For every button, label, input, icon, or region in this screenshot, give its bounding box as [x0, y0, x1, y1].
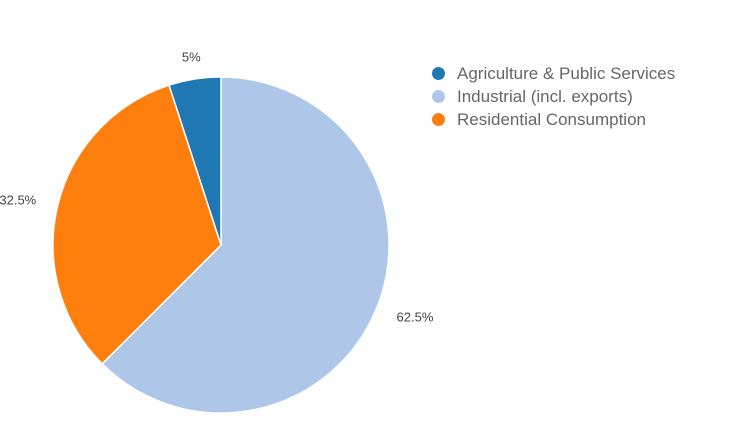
- chart-legend: Agriculture & Public Services Industrial…: [432, 62, 675, 131]
- pie-slice-industrial: [101, 76, 390, 414]
- pie-label-agriculture: 5%: [182, 49, 201, 64]
- legend-item-industrial: Industrial (incl. exports): [432, 85, 675, 108]
- legend-label-agriculture: Agriculture & Public Services: [457, 63, 676, 83]
- legend-swatch-agriculture: [432, 67, 445, 80]
- legend-item-agriculture: Agriculture & Public Services: [432, 62, 675, 85]
- legend-label-industrial: Industrial (incl. exports): [457, 86, 633, 106]
- legend-item-residential: Residential Consumption: [432, 108, 675, 131]
- legend-swatch-residential: [432, 113, 445, 126]
- pie-slice-agriculture: [168, 76, 222, 246]
- legend-label-residential: Residential Consumption: [457, 109, 646, 129]
- pie-label-industrial: 62.5%: [397, 310, 434, 325]
- pie-slice-residential: [52, 84, 222, 365]
- legend-swatch-industrial: [432, 90, 445, 103]
- pie-label-residential: 32.5%: [0, 193, 37, 208]
